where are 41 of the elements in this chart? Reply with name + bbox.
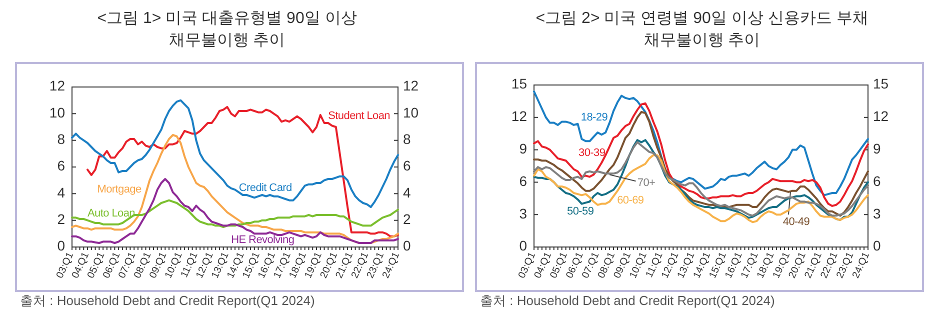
y2-tick-label: 8: [403, 131, 411, 148]
series-label: 18-29: [580, 111, 608, 124]
series-label: HE Revolving: [231, 234, 294, 246]
y2-tick-label: 9: [873, 140, 881, 157]
y-tick-label: 0: [519, 238, 528, 254]
series-label: Credit Card: [238, 182, 292, 194]
chart-title: <그림 1> 미국 대출유형별 90일 이상 채무불이행 추이: [96, 9, 358, 51]
y2-tick-label: 4: [403, 184, 411, 200]
chart-title: <그림 2> 미국 연령별 90일 이상 신용카드 부채 채무불이행 추이: [534, 9, 870, 51]
series-label: Mortgage: [97, 184, 142, 196]
series-label: 60-69: [617, 194, 644, 206]
y-tick-label: 15: [511, 76, 528, 92]
y2-tick-label: 6: [873, 172, 881, 189]
y-tick-label: 6: [57, 158, 66, 174]
y2-tick-label: 10: [403, 104, 419, 120]
series-label: Student Loan: [328, 110, 390, 122]
y2-tick-label: 2: [403, 211, 411, 228]
y-tick-label: 10: [49, 104, 66, 120]
y-tick-label: 0: [57, 238, 66, 254]
y2-tick-label: 12: [403, 78, 419, 94]
y2-tick-label: 0: [873, 238, 881, 254]
y-tick-label: 8: [57, 131, 66, 148]
y-tick-label: 9: [519, 140, 528, 157]
y-tick-label: 6: [519, 172, 528, 189]
y2-tick-label: 6: [403, 158, 411, 174]
y2-tick-label: 3: [873, 205, 881, 222]
series-label: 30-39: [578, 146, 606, 159]
source-note: 출처 : Household Debt and Credit Report(Q1 2024): [20, 292, 315, 310]
y-tick-label: 12: [511, 108, 528, 124]
y-tick-label: 2: [57, 211, 66, 228]
y2-tick-label: 12: [873, 108, 889, 124]
source-note: 출처 : Household Debt and Credit Report(Q1 2024): [480, 292, 775, 310]
y-tick-label: 3: [519, 205, 528, 222]
y2-tick-label: 0: [403, 238, 411, 254]
y2-tick-label: 15: [873, 76, 889, 92]
y-tick-label: 4: [57, 184, 66, 200]
series-label: 50-59: [567, 205, 594, 218]
series-label: 40-49: [782, 216, 810, 228]
series-label: Auto Loan: [88, 208, 136, 220]
y-tick-label: 12: [49, 78, 66, 94]
series-label: 70+: [637, 177, 656, 190]
